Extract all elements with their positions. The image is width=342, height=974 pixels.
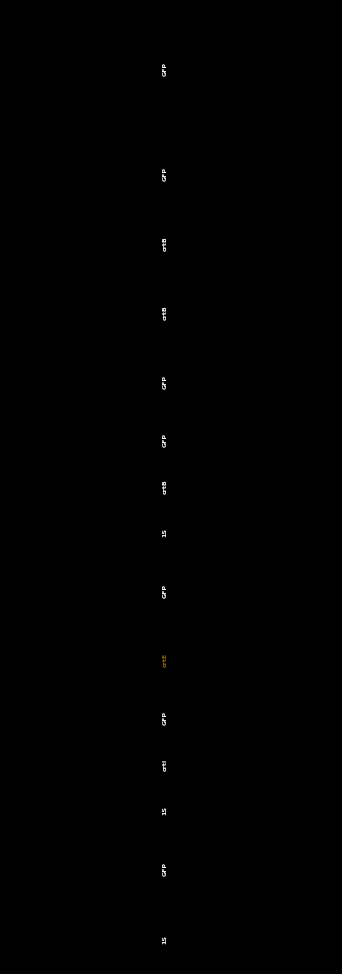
Text: crtB: crtB [162, 479, 168, 494]
Text: 1S: 1S [162, 806, 168, 815]
Text: GFP: GFP [162, 62, 168, 77]
Text: GFP: GFP [162, 583, 168, 598]
Text: 1S: 1S [162, 528, 168, 538]
Text: GFP: GFP [162, 862, 168, 876]
Text: crtI: crtI [162, 759, 168, 770]
Text: crtB: crtB [162, 306, 168, 320]
Text: 1S: 1S [162, 934, 168, 944]
Text: GFP: GFP [162, 167, 168, 181]
Text: crtE: crtE [162, 654, 168, 667]
Text: crtB: crtB [162, 236, 168, 250]
Text: GFP: GFP [162, 711, 168, 726]
Text: GFP: GFP [162, 433, 168, 447]
Text: GFP: GFP [162, 375, 168, 390]
